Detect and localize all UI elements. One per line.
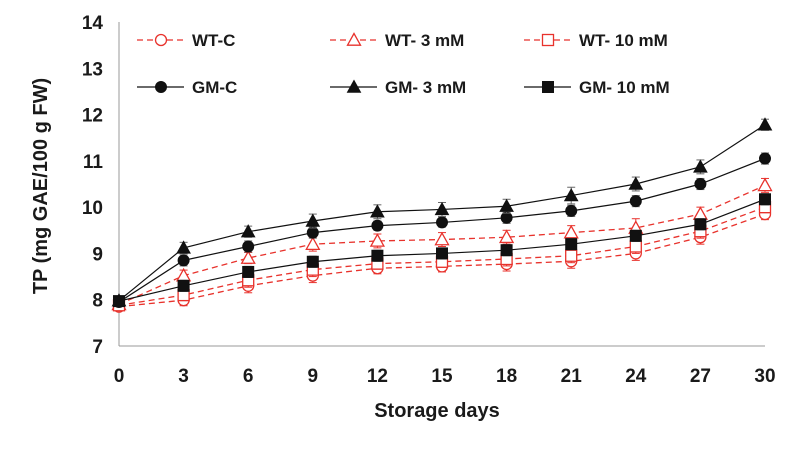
x-tick-label: 27 <box>690 366 711 387</box>
data-point <box>370 204 385 218</box>
data-point <box>436 216 448 229</box>
data-point <box>694 218 707 231</box>
data-point <box>305 236 321 251</box>
data-point <box>694 178 707 190</box>
data-point <box>629 240 642 253</box>
series-line <box>118 213 766 308</box>
legend-marker <box>542 81 554 93</box>
data-point <box>240 250 256 264</box>
data-point <box>499 198 514 212</box>
x-tick-label: 12 <box>367 366 388 387</box>
legend-marker <box>346 79 362 93</box>
data-point <box>434 231 450 246</box>
data-point <box>500 244 513 257</box>
data-point <box>436 247 448 260</box>
y-tick-label: 12 <box>82 106 103 127</box>
data-point <box>434 201 450 216</box>
data-point <box>177 254 190 267</box>
y-tick-label: 10 <box>82 198 103 219</box>
legend-item: WT- 10 mM <box>524 31 668 50</box>
legend-item: GM- 3 mM <box>330 78 466 97</box>
x-tick-label: 3 <box>178 366 189 387</box>
x-tick-label: 18 <box>496 366 517 387</box>
y-tick-label: 11 <box>83 152 104 173</box>
data-point <box>757 117 773 131</box>
legend-marker <box>154 33 168 47</box>
legend-label: GM- 3 mM <box>385 78 466 97</box>
legend-label: WT- 10 mM <box>579 31 668 50</box>
data-point <box>369 233 386 247</box>
data-point <box>759 193 771 206</box>
data-point <box>563 224 579 239</box>
legend: WT-C WT- 3 mM WT- 10 mM GM-C GM- 3 mM GM- 10 … <box>137 31 670 97</box>
series-wt-3-mm <box>111 177 773 311</box>
data-point <box>628 176 644 190</box>
data-point <box>629 195 642 208</box>
series-line <box>118 206 766 306</box>
legend-label: GM-C <box>192 78 237 97</box>
legend-marker <box>346 32 362 46</box>
data-point <box>692 206 709 220</box>
legend-item: GM-C <box>137 78 237 97</box>
data-point <box>176 240 191 254</box>
series-gm-c <box>113 152 771 309</box>
data-point <box>565 249 578 262</box>
x-tick-label: 21 <box>561 366 583 387</box>
data-point <box>500 211 513 224</box>
legend-label: GM- 10 mM <box>579 78 670 97</box>
data-point <box>242 265 255 278</box>
axes: 7 8 9 10 11 12 13 14 0 3 6 9 12 15 18 21 24 27 30 <box>82 13 776 387</box>
data-point <box>240 224 256 238</box>
y-tick-label: 13 <box>82 59 103 80</box>
data-point <box>371 249 384 262</box>
data-point <box>565 204 578 217</box>
x-tick-label: 24 <box>625 366 647 387</box>
legend-marker <box>541 33 555 47</box>
data-point <box>498 229 515 244</box>
series-gm-10-mm <box>113 193 771 308</box>
x-tick-label: 6 <box>243 366 254 387</box>
x-tick-label: 9 <box>308 366 319 387</box>
y-tick-label: 7 <box>92 337 103 358</box>
x-tick-label: 30 <box>754 366 775 387</box>
data-point <box>113 295 125 308</box>
legend-marker <box>155 81 167 93</box>
y-tick-label: 9 <box>92 244 103 265</box>
x-tick-label: 0 <box>114 366 125 387</box>
legend-item: WT-C <box>137 31 235 50</box>
x-tick-label: 15 <box>431 366 453 387</box>
data-point <box>563 188 579 202</box>
x-axis-title: Storage days <box>374 400 500 422</box>
legend-label: WT-C <box>192 31 235 50</box>
y-tick-label: 14 <box>82 13 104 34</box>
data-point <box>629 229 642 242</box>
data-point <box>305 213 321 227</box>
legend-item: GM- 10 mM <box>524 78 670 97</box>
data-point <box>242 240 255 253</box>
data-point <box>757 177 773 192</box>
data-point <box>306 255 319 268</box>
data-point <box>371 219 384 232</box>
legend-item: WT- 3 mM <box>330 31 464 50</box>
data-point <box>177 279 190 292</box>
series-layer <box>111 117 773 313</box>
data-point <box>759 152 771 165</box>
y-axis-title: TP (mg GAE/100 g FW) <box>30 78 52 294</box>
data-point <box>306 226 319 239</box>
data-point <box>565 238 578 251</box>
data-point <box>693 159 708 173</box>
series-gm-3-mm <box>111 117 773 307</box>
y-tick-label: 8 <box>92 291 103 312</box>
legend-label: WT- 3 mM <box>385 31 464 50</box>
